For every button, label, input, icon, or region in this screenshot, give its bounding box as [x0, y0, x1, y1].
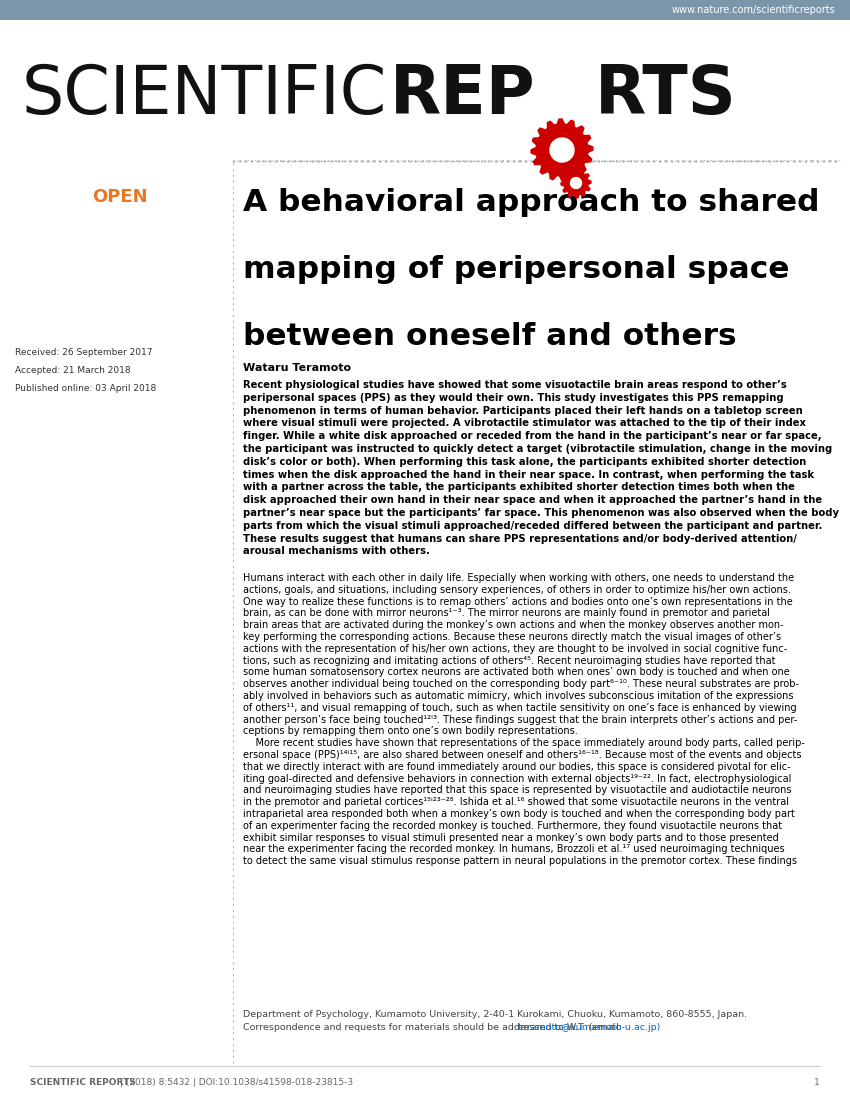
Text: with a partner across the table, the participants exhibited shorter detection ti: with a partner across the table, the par…	[243, 482, 795, 492]
Text: exhibit similar responses to visual stimuli presented near a monkey’s own body p: exhibit similar responses to visual stim…	[243, 833, 779, 843]
Text: finger. While a white disk approached or receded from the hand in the participan: finger. While a white disk approached or…	[243, 432, 822, 442]
Text: Correspondence and requests for materials should be addressed to W.T. (email:: Correspondence and requests for material…	[243, 1023, 625, 1032]
Polygon shape	[570, 178, 581, 189]
Text: ersonal space (PPS)¹⁴ⁱ¹⁵, are also shared between oneself and others¹⁶⁻¹⁸. Becau: ersonal space (PPS)¹⁴ⁱ¹⁵, are also share…	[243, 750, 802, 760]
Text: of an experimenter facing the recorded monkey is touched. Furthermore, they foun: of an experimenter facing the recorded m…	[243, 821, 782, 831]
Text: arousal mechanisms with others.: arousal mechanisms with others.	[243, 547, 430, 557]
Text: brain areas that are activated during the monkey’s own actions and when the monk: brain areas that are activated during th…	[243, 620, 784, 631]
Text: Published online: 03 April 2018: Published online: 03 April 2018	[15, 383, 156, 394]
Text: REP: REP	[390, 61, 536, 127]
Text: These results suggest that humans can share PPS representations and/or body-deri: These results suggest that humans can sh…	[243, 533, 796, 543]
Bar	[0, 0, 850, 20]
Text: www.nature.com/scientificreports: www.nature.com/scientificreports	[672, 4, 835, 15]
Text: in the premotor and parietal cortices¹⁵ⁱ²³⁻²⁸. Ishida et al.¹⁶ showed that some : in the premotor and parietal cortices¹⁵ⁱ…	[243, 797, 789, 807]
Text: actions with the representation of his/her own actions, they are thought to be i: actions with the representation of his/h…	[243, 644, 787, 654]
Text: observes another individual being touched on the corresponding body part⁶⁻¹⁰. Th: observes another individual being touche…	[243, 680, 799, 689]
Text: tions, such as recognizing and imitating actions of others⁴⁵. Recent neuroimagin: tions, such as recognizing and imitating…	[243, 655, 775, 665]
Text: SCIENTIFIC REPORTS: SCIENTIFIC REPORTS	[30, 1078, 136, 1087]
Text: the participant was instructed to quickly detect a target (vibrotactile stimulat: the participant was instructed to quickl…	[243, 444, 832, 454]
Text: actions, goals, and situations, including sensory experiences, of others in orde: actions, goals, and situations, includin…	[243, 585, 790, 595]
Polygon shape	[561, 168, 591, 198]
Text: key performing the corresponding actions. Because these neurons directly match t: key performing the corresponding actions…	[243, 632, 781, 642]
Text: ceptions by remapping them onto one’s own bodily representations.: ceptions by remapping them onto one’s ow…	[243, 727, 578, 737]
Text: Department of Psychology, Kumamoto University, 2-40-1 Kurokami, Chuoku, Kumamoto: Department of Psychology, Kumamoto Unive…	[243, 1010, 747, 1018]
Text: of others¹¹, and visual remapping of touch, such as when tactile sensitivity on : of others¹¹, and visual remapping of tou…	[243, 703, 796, 713]
Text: RTS: RTS	[595, 61, 737, 127]
Text: Recent physiological studies have showed that some visuotactile brain areas resp: Recent physiological studies have showed…	[243, 380, 787, 390]
Text: SCIENTIFIC: SCIENTIFIC	[22, 61, 388, 127]
Text: brain, as can be done with mirror neurons¹⁻³. The mirror neurons are mainly foun: brain, as can be done with mirror neuron…	[243, 608, 770, 618]
Text: Accepted: 21 March 2018: Accepted: 21 March 2018	[15, 366, 131, 375]
Text: where visual stimuli were projected. A vibrotactile stimulator was attached to t: where visual stimuli were projected. A v…	[243, 418, 806, 428]
Text: phenomenon in terms of human behavior. Participants placed their left hands on a: phenomenon in terms of human behavior. P…	[243, 406, 802, 416]
Text: teramoto@kumamoto-u.ac.jp): teramoto@kumamoto-u.ac.jp)	[518, 1023, 661, 1032]
Text: More recent studies have shown that representations of the space immediately aro: More recent studies have shown that repr…	[243, 738, 805, 748]
Text: and neuroimaging studies have reported that this space is represented by visuota: and neuroimaging studies have reported t…	[243, 786, 791, 795]
Text: parts from which the visual stimuli approached/receded differed between the part: parts from which the visual stimuli appr…	[243, 521, 822, 531]
Text: disk approached their own hand in their near space and when it approached the pa: disk approached their own hand in their …	[243, 495, 822, 505]
Text: peripersonal spaces (PPS) as they would their own. This study investigates this : peripersonal spaces (PPS) as they would …	[243, 392, 784, 402]
Text: iting goal-directed and defensive behaviors in connection with external objects¹: iting goal-directed and defensive behavi…	[243, 774, 791, 784]
Text: disk’s color or both). When performing this task alone, the participants exhibit: disk’s color or both). When performing t…	[243, 457, 807, 467]
Text: Received: 26 September 2017: Received: 26 September 2017	[15, 348, 152, 357]
Text: intraparietal area responded both when a monkey’s own body is touched and when t: intraparietal area responded both when a…	[243, 809, 795, 819]
Text: another person’s face being touched¹²ⁱ³. These findings suggest that the brain i: another person’s face being touched¹²ⁱ³.…	[243, 714, 797, 724]
Text: mapping of peripersonal space: mapping of peripersonal space	[243, 255, 790, 284]
Text: Humans interact with each other in daily life. Especially when working with othe: Humans interact with each other in daily…	[243, 574, 794, 582]
Text: OPEN: OPEN	[92, 188, 148, 206]
Text: Wataru Teramoto: Wataru Teramoto	[243, 363, 351, 373]
Text: near the experimenter facing the recorded monkey. In humans, Brozzoli et al.¹⁷ u: near the experimenter facing the recorde…	[243, 844, 785, 854]
Text: times when the disk approached the hand in their near space. In contrast, when p: times when the disk approached the hand …	[243, 470, 814, 480]
Text: between oneself and others: between oneself and others	[243, 322, 737, 351]
Text: A behavioral approach to shared: A behavioral approach to shared	[243, 188, 819, 217]
Text: partner’s near space but the participants’ far space. This phenomenon was also o: partner’s near space but the participant…	[243, 508, 839, 518]
Text: One way to realize these functions is to remap others’ actions and bodies onto o: One way to realize these functions is to…	[243, 597, 793, 607]
Polygon shape	[531, 119, 593, 181]
Text: 1: 1	[814, 1078, 820, 1087]
Polygon shape	[550, 138, 574, 162]
Text: some human somatosensory cortex neurons are activated both when ones’ own body i: some human somatosensory cortex neurons …	[243, 667, 790, 678]
Text: to detect the same visual stimulus response pattern in neural populations in the: to detect the same visual stimulus respo…	[243, 856, 797, 866]
Text: that we directly interact with are found immediately around our bodies, this spa: that we directly interact with are found…	[243, 761, 790, 771]
Text: ably involved in behaviors such as automatic mimicry, which involves subconsciou: ably involved in behaviors such as autom…	[243, 691, 794, 701]
Text: | (2018) 8:5432 | DOI:10.1038/s41598-018-23815-3: | (2018) 8:5432 | DOI:10.1038/s41598-018…	[120, 1078, 353, 1087]
